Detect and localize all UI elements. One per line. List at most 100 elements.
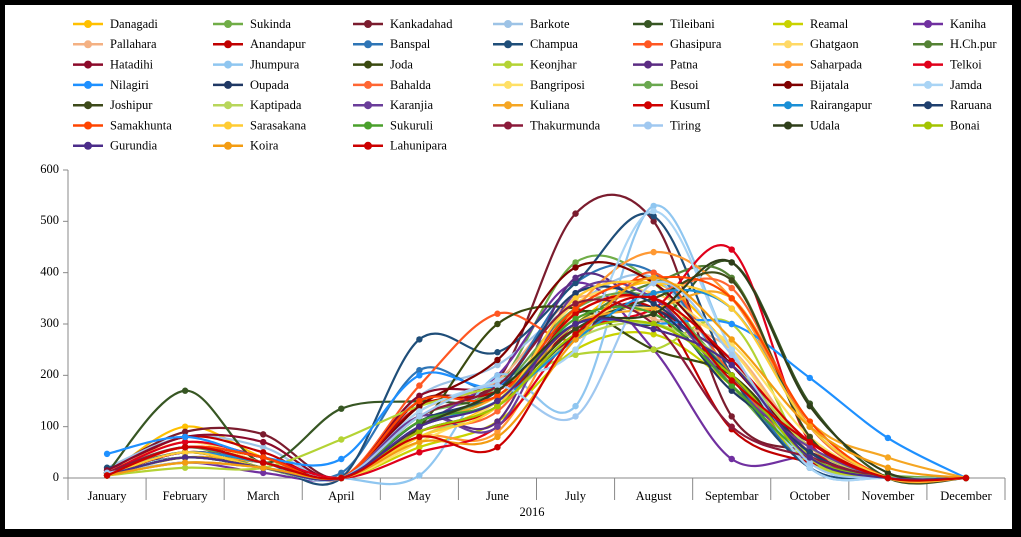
- legend-label: Bangriposi: [530, 78, 585, 92]
- data-point: [650, 290, 657, 297]
- data-point: [728, 351, 735, 358]
- legend-label: Kaniha: [950, 17, 987, 31]
- x-tick-label: June: [486, 489, 509, 503]
- data-point: [416, 449, 423, 456]
- data-point: [650, 331, 657, 338]
- data-point: [650, 325, 657, 333]
- y-tick-label: 500: [40, 213, 59, 227]
- x-tick-label: January: [88, 489, 128, 503]
- data-point: [416, 444, 423, 451]
- legend-label: Joda: [390, 57, 413, 71]
- legend-marker: [504, 101, 512, 110]
- data-point: [884, 469, 892, 477]
- data-point: [494, 320, 501, 328]
- legend-marker: [924, 121, 932, 130]
- data-point: [416, 367, 423, 374]
- data-point: [650, 315, 657, 323]
- data-point: [650, 213, 657, 220]
- data-point: [260, 469, 267, 477]
- legend-marker: [364, 40, 372, 49]
- legend-marker: [504, 40, 512, 49]
- legend-label: Danagadi: [110, 17, 158, 31]
- data-point: [728, 372, 735, 379]
- data-point: [416, 472, 423, 479]
- legend-label: Rairangapur: [810, 98, 873, 112]
- legend-marker: [924, 101, 932, 110]
- x-tick-label: October: [790, 489, 831, 503]
- legend-marker: [784, 80, 792, 89]
- data-point: [572, 295, 579, 302]
- x-axis-label: 2016: [520, 505, 545, 519]
- data-point: [806, 374, 813, 382]
- data-point: [260, 449, 267, 456]
- legend-marker: [784, 121, 792, 130]
- data-point: [494, 397, 501, 405]
- data-point: [416, 372, 423, 379]
- data-point: [494, 423, 501, 430]
- legend-marker: [784, 60, 792, 69]
- data-point: [572, 351, 579, 358]
- data-point: [884, 434, 892, 442]
- data-point: [260, 431, 267, 438]
- data-point: [181, 438, 189, 446]
- data-point: [494, 387, 501, 394]
- data-point: [650, 202, 657, 210]
- data-point: [494, 433, 501, 441]
- data-point: [806, 449, 813, 456]
- data-point: [416, 423, 423, 430]
- x-tick-label: Septembar: [705, 489, 759, 503]
- x-tick-label: July: [565, 489, 587, 503]
- legend-label: Kankadahad: [390, 17, 453, 31]
- data-point: [650, 300, 657, 307]
- legend-label: Nilagiri: [110, 78, 149, 92]
- x-tick-label: August: [636, 489, 673, 503]
- legend-label: Joshipur: [110, 98, 153, 112]
- chart: 2016 0 100 200 300 400 500 600 January February M…: [40, 17, 1006, 519]
- legend-marker: [364, 101, 372, 110]
- data-point: [181, 428, 189, 435]
- data-point: [416, 433, 423, 441]
- data-point: [650, 274, 657, 281]
- y-tick-label: 400: [40, 265, 59, 279]
- data-point: [494, 382, 501, 389]
- data-point: [494, 444, 501, 451]
- data-point: [806, 454, 813, 461]
- data-point: [962, 474, 970, 482]
- legend-marker: [224, 60, 232, 69]
- data-point: [572, 290, 579, 297]
- legend-marker: [504, 121, 512, 130]
- legend-marker: [504, 20, 512, 28]
- legend-label: Kuliana: [530, 98, 570, 112]
- data-point: [494, 349, 501, 356]
- legend-label: Udala: [810, 118, 840, 132]
- legend-marker: [364, 121, 372, 130]
- y-tick-label: 0: [53, 470, 59, 484]
- data-point: [416, 402, 423, 410]
- data-point: [884, 474, 892, 482]
- data-point: [650, 346, 657, 353]
- legend-marker: [784, 101, 792, 110]
- data-point: [181, 454, 189, 461]
- x-tick-label: March: [247, 489, 280, 503]
- data-point: [728, 284, 735, 292]
- legend-marker: [924, 20, 932, 28]
- legend-label: Tileibani: [670, 17, 715, 31]
- legend-label: Jhumpura: [250, 57, 300, 71]
- x-tick-label: November: [861, 489, 915, 503]
- data-point: [572, 413, 579, 420]
- legend-label: Reamal: [810, 17, 849, 31]
- data-point: [650, 310, 657, 317]
- data-point: [806, 438, 813, 446]
- data-point: [181, 459, 189, 466]
- x-tick-label: April: [328, 489, 355, 503]
- data-point: [416, 392, 423, 400]
- data-point: [572, 402, 579, 410]
- data-point: [806, 464, 813, 471]
- legend-label: Raruana: [950, 98, 992, 112]
- data-point: [494, 408, 501, 415]
- legend-marker: [84, 80, 92, 89]
- data-point: [728, 361, 735, 369]
- legend-marker: [644, 20, 652, 28]
- y-tick-label: 600: [40, 162, 59, 176]
- legend-marker: [224, 40, 232, 49]
